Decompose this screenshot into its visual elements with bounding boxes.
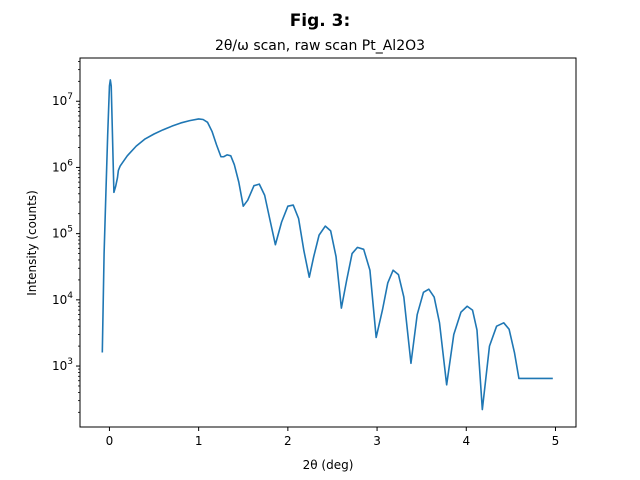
plot-area-frame	[79, 57, 577, 428]
y-tick-label: 107	[52, 92, 73, 108]
x-tick-label: 3	[373, 434, 381, 448]
y-tick-label: 105	[52, 225, 73, 241]
series-line	[101, 79, 553, 411]
x-axis-label: 2θ (deg)	[303, 458, 354, 472]
x-tick-label: 5	[552, 434, 560, 448]
y-tick-label: 103	[52, 357, 73, 373]
figure-suptitle: Fig. 3:	[290, 11, 351, 31]
x-tick-label: 4	[462, 434, 470, 448]
x-tick-label: 2	[284, 434, 292, 448]
x-tick-label: 0	[106, 434, 114, 448]
x-axis: 0 1 2 3 4 5	[106, 427, 560, 448]
chart-title: 2θ/ω scan, raw scan Pt_Al2O3	[215, 38, 425, 54]
y-tick-label: 106	[52, 158, 73, 174]
y-axis-label: Intensity (counts)	[25, 190, 39, 296]
y-tick-label: 104	[52, 291, 73, 307]
x-tick-label: 1	[195, 434, 203, 448]
y-axis: 103 104 105 106 107	[52, 60, 80, 413]
